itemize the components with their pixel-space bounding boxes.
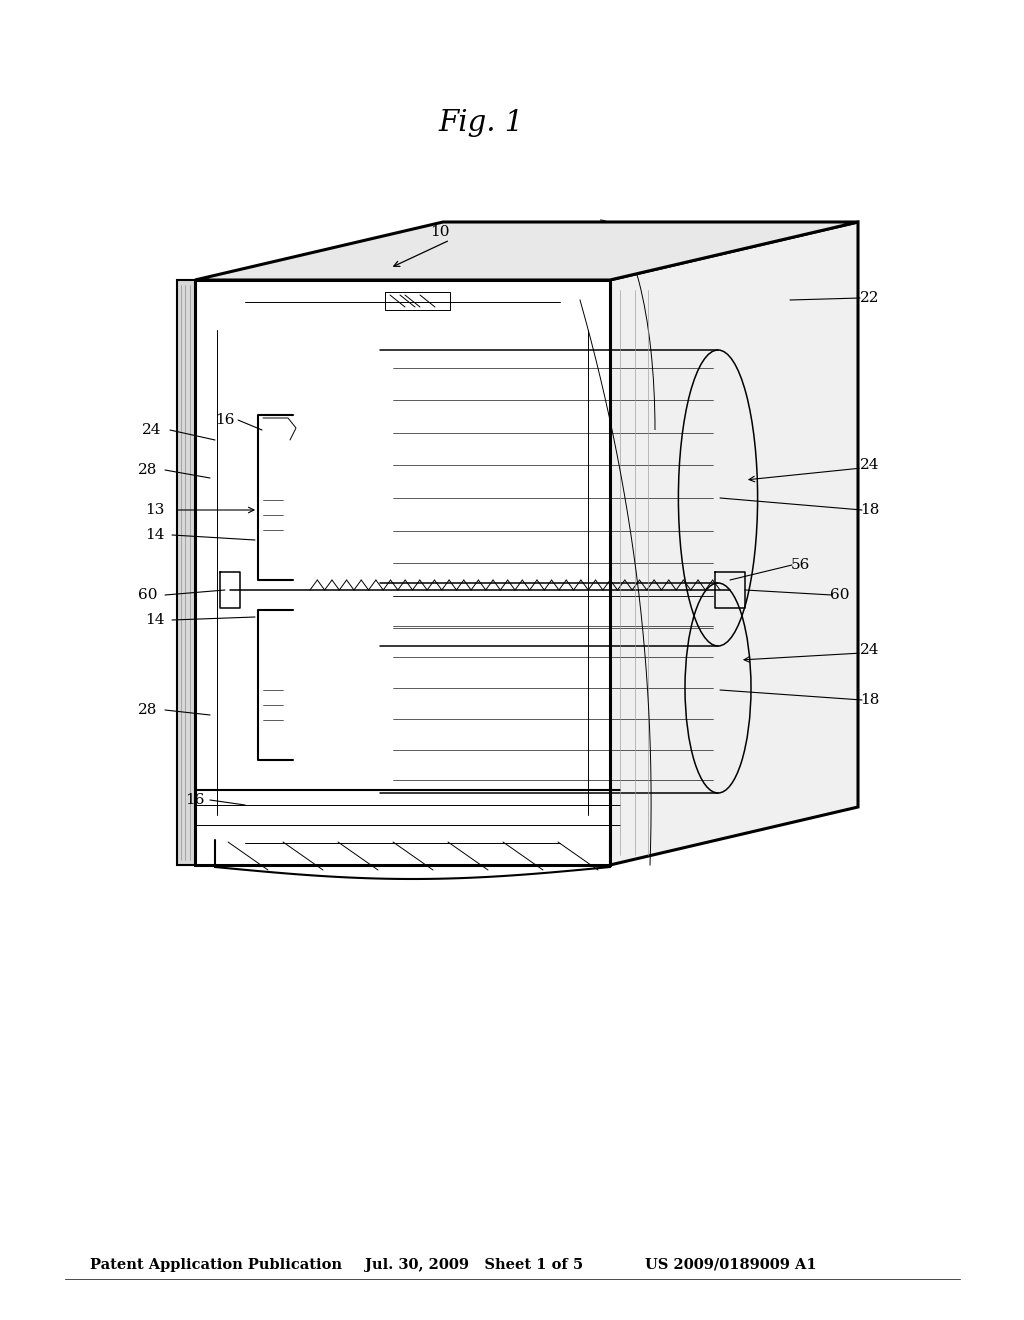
Text: 16: 16: [185, 793, 205, 807]
Text: 14: 14: [145, 612, 165, 627]
Text: 22: 22: [860, 290, 880, 305]
Text: 10: 10: [430, 224, 450, 239]
Text: 13: 13: [145, 503, 165, 517]
Text: 24: 24: [142, 422, 162, 437]
Text: 60: 60: [138, 587, 158, 602]
Polygon shape: [195, 222, 858, 280]
Text: 16: 16: [215, 413, 234, 426]
Text: Patent Application Publication: Patent Application Publication: [90, 1258, 342, 1271]
Text: Jul. 30, 2009   Sheet 1 of 5: Jul. 30, 2009 Sheet 1 of 5: [365, 1258, 583, 1271]
Text: 28: 28: [138, 463, 158, 477]
Text: 14: 14: [145, 528, 165, 543]
Text: 56: 56: [791, 558, 810, 572]
Text: 18: 18: [860, 693, 880, 708]
Text: Fig. 1: Fig. 1: [438, 108, 524, 137]
Text: 28: 28: [138, 704, 158, 717]
Text: 18: 18: [860, 503, 880, 517]
Polygon shape: [177, 280, 195, 865]
Text: US 2009/0189009 A1: US 2009/0189009 A1: [645, 1258, 816, 1271]
Polygon shape: [610, 222, 858, 865]
Text: 24: 24: [860, 458, 880, 473]
Polygon shape: [195, 280, 610, 865]
Text: 24: 24: [860, 643, 880, 657]
Text: 60: 60: [830, 587, 850, 602]
